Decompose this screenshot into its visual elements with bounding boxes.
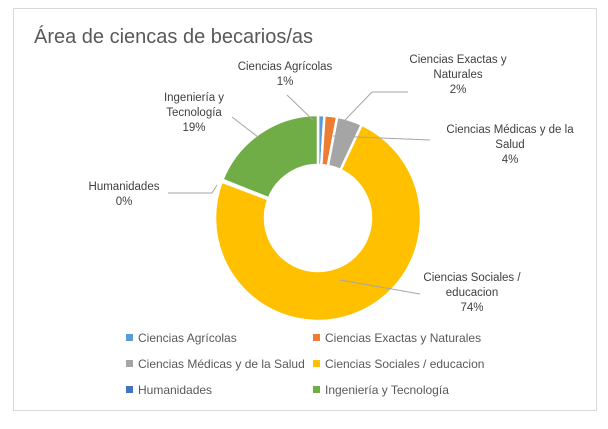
legend-item-ciencias-agricolas: Ciencias Agrícolas — [126, 331, 237, 345]
legend-label: Ciencias Sociales / educacion — [325, 357, 484, 371]
legend-label: Humanidades — [138, 383, 212, 397]
slices-group — [213, 113, 423, 323]
legend-swatch — [126, 334, 133, 341]
legend-item-ciencias-medicas-y-de-la-salud: Ciencias Médicas y de la Salud — [126, 357, 305, 371]
slice-ciencias-sociales-educacion — [213, 123, 423, 323]
legend-label: Ciencias Médicas y de la Salud — [138, 357, 305, 371]
legend-swatch — [313, 360, 320, 367]
legend-label: Ciencias Exactas y Naturales — [325, 331, 481, 345]
chart-title: Área de ciencas de becarios/as — [34, 25, 313, 48]
leader-line-humanidades — [168, 184, 218, 194]
data-label-humanidades: Humanidades 0% — [89, 181, 160, 208]
legend-swatch — [313, 386, 320, 393]
data-label-ciencias-agricolas: Ciencias Agrícolas 1% — [238, 61, 333, 88]
legend-item-humanidades: Humanidades — [126, 383, 212, 397]
data-label-ciencias-medicas-y-de-la-salud: Ciencias Médicas y de la Salud 4% — [446, 124, 574, 166]
leader-line-ingenieria-y-tecnologia — [231, 116, 259, 138]
legend-item-ingenieria-y-tecnologia: Ingeniería y Tecnología — [313, 383, 449, 397]
leader-line-ciencias-exactas-y-naturales — [344, 91, 408, 121]
legend-item-ciencias-exactas-y-naturales: Ciencias Exactas y Naturales — [313, 331, 481, 345]
chart-frame — [13, 8, 597, 411]
leader-line-ciencias-agricolas — [286, 94, 314, 121]
legend: Ciencias Agrícolas Ciencias Exactas y Nat… — [126, 331, 484, 397]
data-labels-group: Ciencias Agrícolas 1% Ciencias Exactas y Na… — [89, 54, 575, 314]
leader-line-ciencias-sociales-educacion — [339, 279, 421, 295]
leader-line-ciencias-medicas-y-de-la-salud — [332, 135, 431, 141]
slice-ingenieria-y-tecnologia — [220, 113, 320, 200]
data-label-ciencias-exactas-y-naturales: Ciencias Exactas y Naturales 2% — [409, 54, 506, 96]
legend-swatch — [126, 386, 133, 393]
data-label-ciencias-sociales-educacion: Ciencias Sociales / educacion 74% — [423, 272, 521, 314]
legend-label: Ingeniería y Tecnología — [325, 383, 449, 397]
legend-item-ciencias-sociales-educacion: Ciencias Sociales / educacion — [313, 357, 484, 371]
legend-swatch — [126, 360, 133, 367]
data-label-ingenieria-y-tecnologia: Ingeniería y Tecnología 19% — [164, 92, 224, 134]
legend-label: Ciencias Agrícolas — [138, 331, 237, 345]
legend-swatch — [313, 334, 320, 341]
leader-lines-group — [168, 91, 431, 295]
